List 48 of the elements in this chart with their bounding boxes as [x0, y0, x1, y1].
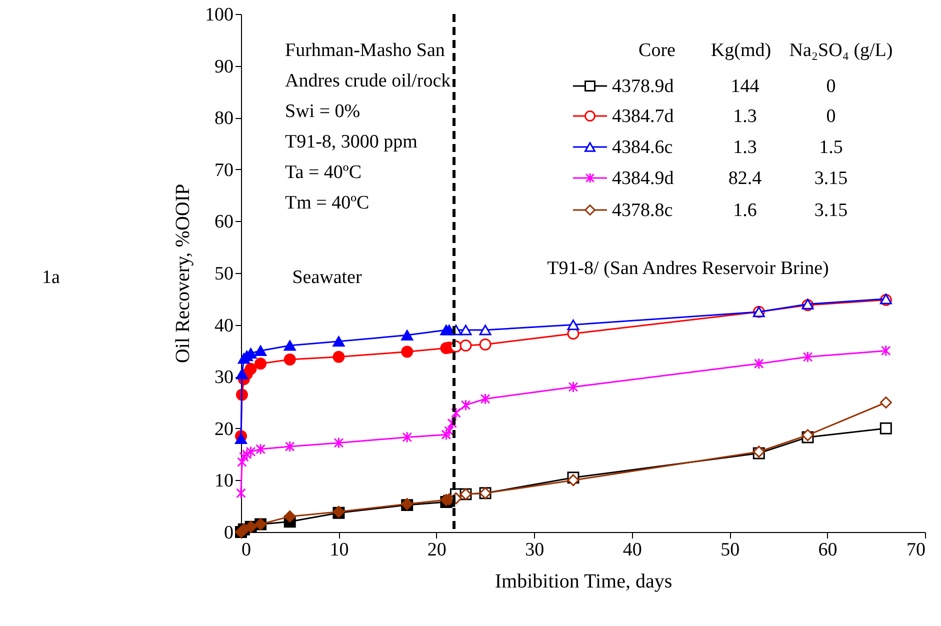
annotation: Tm = 40ºC [285, 192, 370, 214]
y-tick-label: 100 [205, 4, 234, 26]
y-tick-label: 80 [214, 108, 234, 130]
annotation: 1.6 [733, 200, 757, 221]
x-axis-title: Imbibition Time, days [494, 570, 672, 592]
legend-label: 4384.9d [612, 168, 674, 189]
x-tick-label: 10 [330, 540, 349, 560]
legend-label: 4378.9d [612, 76, 674, 97]
annotation: 0 [826, 106, 836, 127]
annotation: T91-8/ (San Andres Reservoir Brine) [547, 258, 829, 279]
legend-label: 4384.7d [612, 106, 674, 127]
annotation: T91-8, 3000 ppm [285, 132, 418, 152]
y-tick-label: 10 [214, 470, 234, 492]
text: 1a [42, 267, 61, 288]
y-tick-label: 30 [214, 367, 234, 388]
annotation: 1.5 [819, 137, 843, 158]
x-tick-label: 60 [818, 540, 838, 560]
x-tick-label: 70 [906, 540, 926, 560]
x-tick-label: 0 [242, 540, 251, 560]
annotation: Core [638, 40, 676, 61]
x-tick-label: 40 [622, 540, 642, 560]
annotation: 3.15 [814, 200, 848, 221]
y-tick-label: 50 [214, 264, 234, 284]
annotation: Na₂SO₄ (g/L) [789, 40, 893, 61]
legend-label: 4384.6c [612, 137, 673, 158]
annotation: 82.4 [728, 168, 762, 189]
annotation: Andres crude oil/rock [285, 70, 452, 92]
y-tick-label: 40 [214, 315, 234, 336]
annotation: Ta = 40ºC [285, 162, 362, 183]
y-tick-label: 20 [214, 418, 234, 440]
x-tick-label: 50 [720, 540, 740, 560]
x-tick-label: 20 [427, 540, 446, 560]
legend-label: 4378.8c [612, 200, 673, 221]
annotation: Seawater [292, 267, 362, 288]
annotation: 0 [826, 76, 836, 97]
x-tick-label: 30 [525, 540, 544, 560]
annotation: Swi = 0% [285, 101, 360, 122]
annotation: 144 [730, 76, 760, 97]
annotation: Furhman-Masho San [285, 40, 446, 61]
y-tick-label: 60 [214, 212, 234, 233]
annotation: 1.3 [733, 137, 757, 158]
annotation: 3.15 [814, 168, 848, 189]
y-tick-label: 90 [214, 56, 234, 78]
y-tick-label: 70 [214, 160, 234, 181]
annotation: 1.3 [733, 106, 757, 127]
y-axis-title: Oil Recovery, %OOIP [172, 184, 194, 364]
annotation: Kg(md) [710, 40, 772, 61]
y-tick-label: 0 [224, 522, 234, 544]
